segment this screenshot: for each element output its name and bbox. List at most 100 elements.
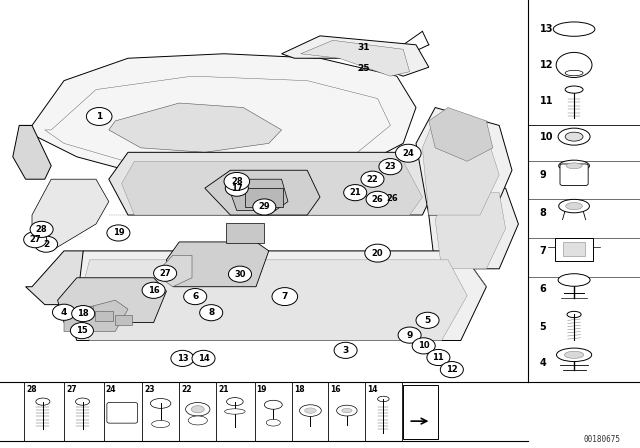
Ellipse shape xyxy=(300,405,321,417)
Text: 12: 12 xyxy=(540,60,553,70)
Text: 5: 5 xyxy=(424,316,431,325)
Text: 11: 11 xyxy=(540,96,553,106)
FancyBboxPatch shape xyxy=(563,242,585,256)
Text: 7: 7 xyxy=(540,246,547,256)
Circle shape xyxy=(225,180,248,196)
Polygon shape xyxy=(160,255,192,287)
Text: 2: 2 xyxy=(43,240,49,249)
Ellipse shape xyxy=(378,396,389,402)
Polygon shape xyxy=(166,242,269,287)
Ellipse shape xyxy=(191,406,204,413)
Text: 21: 21 xyxy=(349,188,361,197)
Text: 10: 10 xyxy=(540,132,553,142)
Circle shape xyxy=(72,306,95,322)
Text: 16: 16 xyxy=(330,385,340,394)
Circle shape xyxy=(396,144,421,162)
Polygon shape xyxy=(109,103,282,152)
Polygon shape xyxy=(19,54,416,179)
Circle shape xyxy=(192,350,215,366)
Text: 27: 27 xyxy=(159,269,171,278)
Text: 19: 19 xyxy=(113,228,124,237)
Polygon shape xyxy=(230,179,288,211)
Polygon shape xyxy=(422,116,499,215)
Polygon shape xyxy=(205,170,320,215)
Text: 3: 3 xyxy=(342,346,349,355)
Ellipse shape xyxy=(188,416,207,425)
Circle shape xyxy=(224,172,250,190)
Text: 9: 9 xyxy=(406,331,413,340)
Polygon shape xyxy=(77,260,467,340)
Text: 23: 23 xyxy=(385,162,396,171)
Circle shape xyxy=(253,199,276,215)
Ellipse shape xyxy=(186,402,210,416)
Text: 22: 22 xyxy=(181,385,191,394)
Ellipse shape xyxy=(556,348,591,362)
Circle shape xyxy=(154,265,177,281)
Text: 31: 31 xyxy=(357,43,370,52)
Ellipse shape xyxy=(342,409,352,413)
Text: 28: 28 xyxy=(231,177,243,186)
Text: 1: 1 xyxy=(96,112,102,121)
Polygon shape xyxy=(435,193,506,269)
Text: 8: 8 xyxy=(540,208,547,218)
Circle shape xyxy=(228,266,252,282)
Text: 10: 10 xyxy=(418,341,429,350)
Text: 13: 13 xyxy=(177,354,188,363)
Circle shape xyxy=(366,191,389,207)
Text: 9: 9 xyxy=(540,170,547,180)
Ellipse shape xyxy=(225,409,245,414)
Polygon shape xyxy=(26,251,83,305)
FancyBboxPatch shape xyxy=(403,385,438,439)
Text: 19: 19 xyxy=(257,385,267,394)
Circle shape xyxy=(52,304,76,320)
Polygon shape xyxy=(13,125,51,179)
Ellipse shape xyxy=(264,401,282,409)
Text: 11: 11 xyxy=(433,353,444,362)
FancyBboxPatch shape xyxy=(115,315,132,325)
Ellipse shape xyxy=(558,128,590,145)
Polygon shape xyxy=(429,108,493,161)
Polygon shape xyxy=(301,40,410,76)
Polygon shape xyxy=(32,179,109,251)
Text: 28: 28 xyxy=(26,385,37,394)
Circle shape xyxy=(416,312,439,328)
Text: 4: 4 xyxy=(540,358,547,368)
Text: 30: 30 xyxy=(234,270,246,279)
Circle shape xyxy=(361,171,384,187)
Polygon shape xyxy=(64,300,128,332)
Polygon shape xyxy=(416,108,512,215)
Text: 12: 12 xyxy=(446,365,458,374)
Text: 16: 16 xyxy=(148,286,159,295)
Text: 6: 6 xyxy=(192,292,198,301)
Polygon shape xyxy=(109,152,435,215)
Circle shape xyxy=(398,327,421,343)
Text: 26: 26 xyxy=(386,194,397,202)
Text: 21: 21 xyxy=(218,385,228,394)
Text: 6: 6 xyxy=(540,284,547,294)
Ellipse shape xyxy=(152,420,170,427)
Circle shape xyxy=(365,244,390,262)
Circle shape xyxy=(142,282,165,298)
Ellipse shape xyxy=(266,419,280,426)
Circle shape xyxy=(412,338,435,354)
Polygon shape xyxy=(58,278,166,323)
Text: 8: 8 xyxy=(208,308,214,317)
Ellipse shape xyxy=(565,132,583,141)
Circle shape xyxy=(184,289,207,305)
FancyBboxPatch shape xyxy=(555,238,593,261)
Text: 17: 17 xyxy=(231,184,243,193)
Ellipse shape xyxy=(567,311,581,318)
Text: 00180675: 00180675 xyxy=(584,435,621,444)
Text: 18: 18 xyxy=(294,385,305,394)
Ellipse shape xyxy=(558,274,590,286)
Text: 20: 20 xyxy=(372,249,383,258)
Ellipse shape xyxy=(565,86,583,93)
Circle shape xyxy=(272,288,298,306)
Circle shape xyxy=(35,236,58,252)
FancyBboxPatch shape xyxy=(107,402,138,423)
Text: 28: 28 xyxy=(36,225,47,234)
Text: 15: 15 xyxy=(76,326,88,335)
Ellipse shape xyxy=(565,70,583,76)
Text: 26: 26 xyxy=(372,195,383,204)
Text: 27: 27 xyxy=(66,385,77,394)
